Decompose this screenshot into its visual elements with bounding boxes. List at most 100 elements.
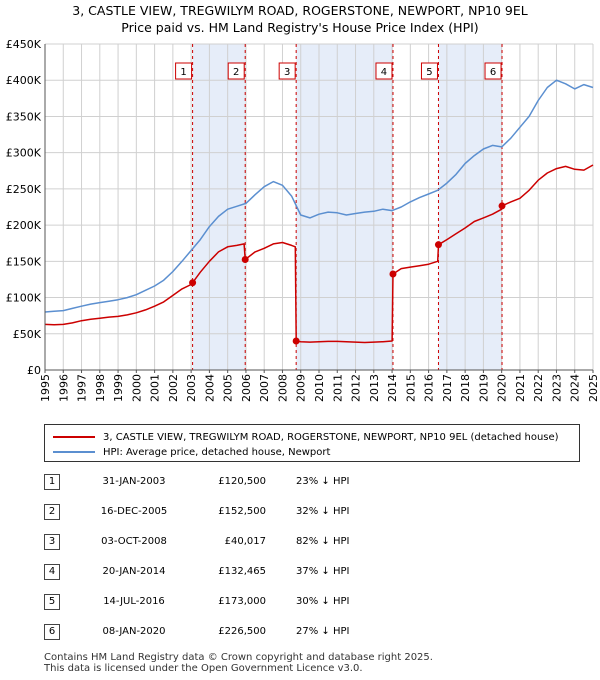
x-tick-label: 2010 <box>313 374 326 402</box>
row-hpi: 27% ↓ HPI <box>296 626 350 637</box>
x-tick-label: 2018 <box>459 374 472 402</box>
y-tick-label: £300K <box>6 147 42 160</box>
x-tick-label: 2024 <box>569 374 582 402</box>
legend-swatch-hpi <box>53 451 95 453</box>
sale-marker <box>389 270 397 278</box>
legend-label-price: 3, CASTLE VIEW, TREGWILYM ROAD, ROGERSTO… <box>103 431 559 443</box>
row-hpi: 23% ↓ HPI <box>296 476 350 487</box>
row-price: £152,500 <box>218 506 266 517</box>
table-row: 2 16-DEC-2005 £152,500 32% ↓ HPI <box>44 502 444 522</box>
x-tick-label: 2004 <box>203 374 216 402</box>
row-number-badge: 2 <box>44 504 60 520</box>
row-hpi: 30% ↓ HPI <box>296 596 350 607</box>
table-row: 5 14-JUL-2016 £173,000 30% ↓ HPI <box>44 592 444 612</box>
shaded-period <box>438 44 503 370</box>
y-tick-label: £50K <box>13 328 42 341</box>
y-tick-label: £0 <box>27 364 41 377</box>
x-tick-label: 2008 <box>276 374 289 402</box>
event-label: 5 <box>426 67 432 78</box>
row-hpi: 32% ↓ HPI <box>296 506 350 517</box>
chart-title-line1: 3, CASTLE VIEW, TREGWILYM ROAD, ROGERSTO… <box>72 3 528 18</box>
x-tick-label: 2016 <box>423 374 436 402</box>
legend: 3, CASTLE VIEW, TREGWILYM ROAD, ROGERSTO… <box>44 424 580 462</box>
x-tick-label: 2001 <box>149 374 162 402</box>
event-label-box <box>375 62 393 80</box>
event-labels: 1 2 3 4 5 6 <box>175 62 502 80</box>
row-number-badge: 5 <box>44 594 60 610</box>
x-tick-label: 1996 <box>57 374 70 402</box>
x-tick-label: 2013 <box>368 374 381 402</box>
x-tick-label: 2021 <box>514 374 527 402</box>
event-label-box <box>175 62 193 80</box>
shaded-periods <box>192 44 503 370</box>
row-hpi: 37% ↓ HPI <box>296 566 350 577</box>
x-tick-label: 2014 <box>386 374 399 402</box>
event-label-box <box>484 62 502 80</box>
chart-title: 3, CASTLE VIEW, TREGWILYM ROAD, ROGERSTO… <box>0 2 600 36</box>
row-number-badge: 4 <box>44 564 60 580</box>
event-label-box <box>420 62 438 80</box>
sale-marker <box>498 202 506 210</box>
x-tick-label: 2022 <box>532 374 545 402</box>
row-price: £40,017 <box>224 536 266 547</box>
row-date: 16-DEC-2005 <box>100 506 168 517</box>
legend-item-hpi: HPI: Average price, detached house, Newp… <box>53 445 330 459</box>
legend-swatch-price <box>53 436 95 438</box>
event-label: 6 <box>490 67 496 78</box>
row-price: £120,500 <box>218 476 266 487</box>
y-tick-label: £100K <box>6 292 42 305</box>
sale-markers <box>189 202 506 345</box>
shaded-period <box>296 44 393 370</box>
x-tick-label: 2012 <box>350 374 363 402</box>
y-tick-label: £450K <box>6 38 42 51</box>
chart-axes: £0 £50K £100K £150K £200K £250K £300K £350K £400… <box>6 38 600 402</box>
sale-marker <box>189 279 197 287</box>
event-label: 2 <box>233 67 239 78</box>
x-tick-label: 2023 <box>550 374 563 402</box>
x-tick-label: 1997 <box>76 374 89 402</box>
event-label-box <box>278 62 296 80</box>
row-date: 31-JAN-2003 <box>102 476 166 487</box>
row-date: 08-JAN-2020 <box>102 626 166 637</box>
event-label: 1 <box>180 67 186 78</box>
x-tick-label: 2006 <box>240 374 253 402</box>
sale-marker <box>292 337 300 345</box>
y-tick-label: £200K <box>6 219 42 232</box>
sale-marker <box>434 241 442 249</box>
x-tick-label: 2009 <box>295 374 308 402</box>
event-label: 4 <box>381 67 387 78</box>
y-tick-label: £150K <box>6 255 42 268</box>
x-tick-label: 2020 <box>496 374 509 402</box>
row-date: 03-OCT-2008 <box>101 536 167 547</box>
chart-subtitle: Price paid vs. HM Land Registry's House … <box>121 20 479 35</box>
shaded-period <box>192 44 246 370</box>
table-row: 1 31-JAN-2003 £120,500 23% ↓ HPI <box>44 472 444 492</box>
x-tick-label: 1999 <box>112 374 125 402</box>
x-tick-label: 2025 <box>587 374 600 402</box>
x-tick-label: 2019 <box>477 374 490 402</box>
y-tick-label: £400K <box>6 74 42 87</box>
x-tick-label: 1998 <box>94 374 107 402</box>
row-price: £173,000 <box>218 596 266 607</box>
row-hpi: 82% ↓ HPI <box>296 536 350 547</box>
x-tick-label: 2000 <box>130 374 143 402</box>
chart-series <box>44 79 594 344</box>
x-tick-label: 2003 <box>185 374 198 402</box>
x-tick-label: 2011 <box>331 374 344 402</box>
table-row: 6 08-JAN-2020 £226,500 27% ↓ HPI <box>44 622 444 642</box>
x-tick-label: 2007 <box>258 374 271 402</box>
event-label-box <box>227 62 245 80</box>
table-row: 4 20-JAN-2014 £132,465 37% ↓ HPI <box>44 562 444 582</box>
event-label: 3 <box>284 67 290 78</box>
row-date: 20-JAN-2014 <box>102 566 166 577</box>
sale-marker <box>241 256 249 264</box>
row-date: 14-JUL-2016 <box>103 596 165 607</box>
x-tick-label: 2015 <box>404 374 417 402</box>
row-price: £132,465 <box>218 566 266 577</box>
y-tick-label: £350K <box>6 110 42 123</box>
row-price: £226,500 <box>218 626 266 637</box>
row-number-badge: 6 <box>44 624 60 640</box>
table-row: 3 03-OCT-2008 £40,017 82% ↓ HPI <box>44 532 444 552</box>
footer-licence: This data is licensed under the Open Gov… <box>44 663 363 674</box>
x-tick-label: 1995 <box>39 374 52 402</box>
